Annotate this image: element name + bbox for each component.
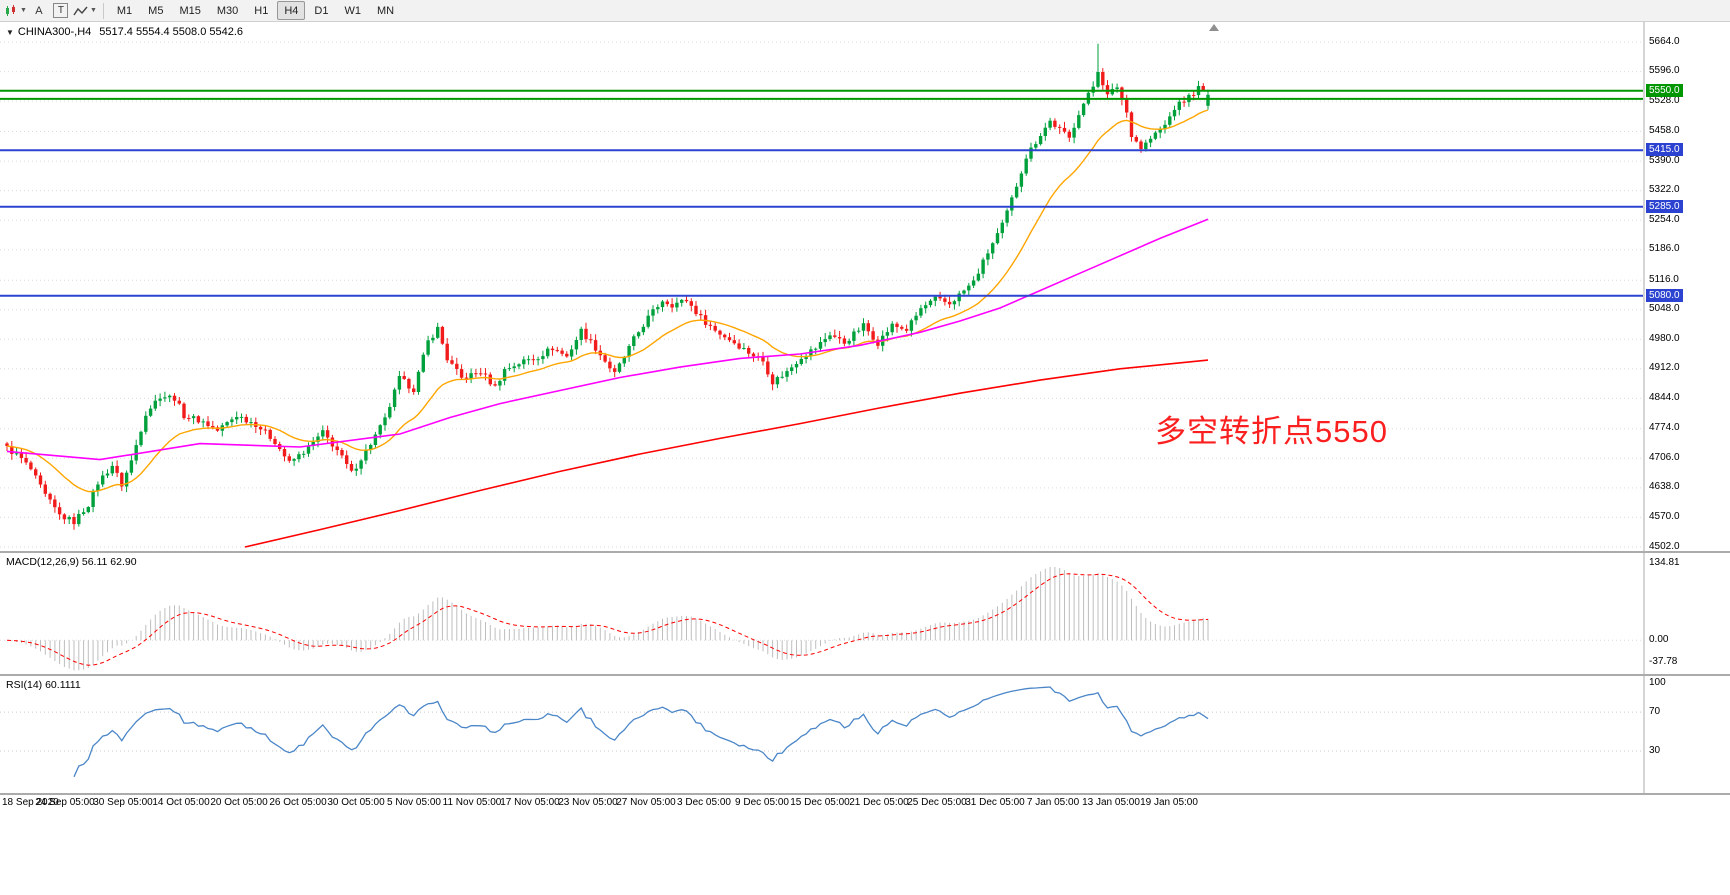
- timeframe-m30-button[interactable]: M30: [216, 4, 239, 17]
- macd-axis-label: 0.00: [1649, 633, 1669, 645]
- toolbar: ▼ A T ▼ M1 M5 M15 M30 H1 H4 D1 W1 MN: [0, 0, 1730, 22]
- rsi-axis-label: 100: [1649, 676, 1666, 688]
- price-axis-label: 5528.0: [1649, 94, 1680, 106]
- time-axis-label: 15 Dec 05:00: [790, 797, 850, 808]
- line-studies-icon[interactable]: ▼: [73, 2, 97, 20]
- price-axis-label: 4706.0: [1649, 451, 1680, 463]
- time-axis-label: 7 Jan 05:00: [1026, 797, 1080, 808]
- price-axis-label: 4844.0: [1649, 391, 1680, 403]
- time-axis-label: 25 Dec 05:00: [907, 797, 967, 808]
- time-axis-label: 30 Oct 05:00: [327, 797, 385, 808]
- timeframe-group: M1 M5 M15 M30 H1 H4 D1 W1 MN: [109, 1, 402, 20]
- time-axis-label: 27 Nov 05:00: [616, 797, 676, 808]
- price-axis-label: 5186.0: [1649, 243, 1680, 255]
- price-axis-label: 5048.0: [1649, 303, 1680, 315]
- price-tag-blue: 5415.0: [1646, 143, 1683, 157]
- price-axis-label: 5664.0: [1649, 35, 1680, 47]
- timeframe-d1-button[interactable]: D1: [314, 4, 329, 17]
- timeframe-w1-button[interactable]: W1: [344, 4, 361, 17]
- price-tag-blue: 5285.0: [1646, 199, 1683, 213]
- time-axis-label: 31 Dec 05:00: [965, 797, 1025, 808]
- chart-text-annotation[interactable]: 多空转折点5550: [1155, 414, 1388, 449]
- timeframe-m1-button[interactable]: M1: [116, 4, 133, 17]
- time-axis-label: 5 Nov 05:00: [387, 797, 441, 808]
- toolbar-separator: [102, 2, 104, 19]
- price-axis-label: 4570.0: [1649, 510, 1680, 522]
- time-axis-label: 17 Nov 05:00: [500, 797, 560, 808]
- rsi-indicator-label: RSI(14) 60.1111: [6, 679, 81, 691]
- time-axis-label: 30 Sep 05:00: [93, 797, 153, 808]
- text-frame-tool-icon[interactable]: T: [51, 2, 71, 20]
- price-axis-label: 4912.0: [1649, 362, 1680, 374]
- rsi-axis-label: 70: [1649, 705, 1661, 717]
- timeframe-h1-button[interactable]: H1: [254, 4, 269, 17]
- price-axis-label: 4774.0: [1649, 422, 1680, 434]
- macd-axis-label: 134.81: [1649, 556, 1680, 568]
- chart-ohlc-values: 5517.4 5554.4 5508.0 5542.6: [99, 26, 244, 38]
- time-axis-label: 9 Dec 05:00: [735, 797, 789, 808]
- time-axis-label: 19 Jan 05:00: [1140, 797, 1198, 808]
- macd-indicator-label: MACD(12,26,9) 56.11 62.90: [6, 556, 137, 568]
- timeframe-m15-button[interactable]: M15: [179, 4, 201, 17]
- font-tool-icon[interactable]: A: [35, 4, 43, 17]
- price-axis-label: 5322.0: [1649, 184, 1680, 196]
- chart-symbol-label: CHINA300-,H4: [17, 26, 92, 38]
- price-axis-label: 5458.0: [1649, 125, 1680, 136]
- chart-menu-arrow-icon[interactable]: ▼: [6, 28, 14, 37]
- rsi-axis-label: 30: [1649, 744, 1661, 756]
- time-axis-label: 23 Nov 05:00: [558, 797, 618, 808]
- chart-header: ▼ CHINA300-,H4 5517.4 5554.4 5508.0 5542.6: [6, 26, 243, 38]
- timeframe-h4-button[interactable]: H4: [277, 1, 306, 20]
- time-axis-label: 3 Dec 05:00: [677, 797, 731, 808]
- timeframe-mn-button[interactable]: MN: [376, 4, 395, 17]
- chart-menu-icon[interactable]: ▼: [5, 2, 27, 20]
- time-axis-label: 20 Oct 05:00: [210, 797, 268, 808]
- price-axis-label: 4502.0: [1649, 540, 1680, 552]
- price-tag-blue: 5080.0: [1646, 288, 1683, 302]
- price-axis-label: 5116.0: [1649, 273, 1679, 285]
- price-axis-label: 5596.0: [1649, 65, 1680, 77]
- time-axis-label: 26 Oct 05:00: [269, 797, 327, 808]
- timeframe-m5-button[interactable]: M5: [148, 4, 164, 17]
- time-axis-label: 14 Oct 05:00: [152, 797, 210, 808]
- time-axis-label: 18 Sep 2020: [2, 797, 59, 808]
- chart-shift-marker: [1209, 24, 1219, 31]
- time-axis-label: 21 Dec 05:00: [849, 797, 909, 808]
- price-axis-label: 5254.0: [1649, 213, 1680, 225]
- price-axis-label: 4638.0: [1649, 481, 1680, 493]
- macd-axis-label: -37.78: [1649, 655, 1678, 667]
- time-axis-label: 13 Jan 05:00: [1082, 797, 1140, 808]
- price-axis-label: 5390.0: [1649, 154, 1680, 166]
- price-tag-green: 5550.0: [1646, 83, 1683, 97]
- time-axis-label: 11 Nov 05:00: [442, 797, 502, 808]
- time-axis-label: 24 Sep 05:00: [35, 797, 95, 808]
- price-axis-label: 4980.0: [1649, 332, 1680, 344]
